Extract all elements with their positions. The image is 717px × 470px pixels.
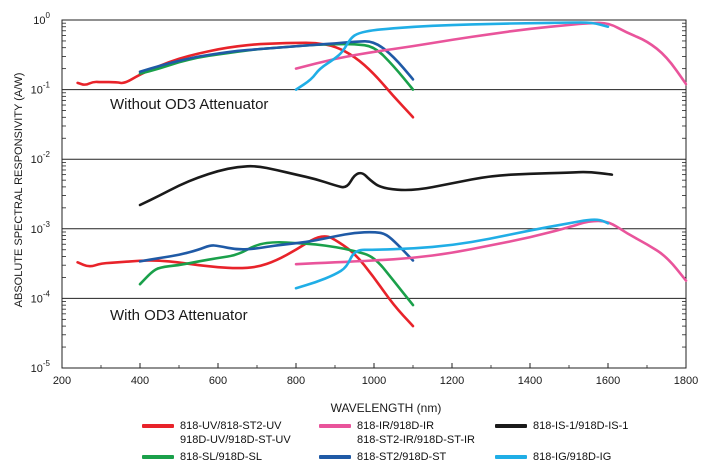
y-tick-label: 10-3 — [31, 220, 51, 236]
series-line-9 — [294, 219, 688, 282]
x-tick-label: 1000 — [362, 375, 386, 387]
y-tick-label: 10-4 — [31, 289, 51, 305]
series-line-7 — [138, 240, 415, 307]
series-layer — [76, 21, 688, 328]
series-line-3 — [294, 21, 688, 86]
y-tick-label: 100 — [33, 11, 50, 27]
x-tick-label: 1200 — [440, 375, 464, 387]
series-line-5 — [138, 164, 614, 207]
series-line-0 — [76, 41, 415, 119]
x-tick-label: 1600 — [596, 375, 620, 387]
ticks-layer: 10-5 10-4 10-3 10-2 10-1 100 200 400 600 800 1000 1… — [31, 11, 699, 387]
x-tick-label: 800 — [287, 375, 305, 387]
y-axis-label: ABSOLUTE SPECTRAL RESPONSIVITY (A/W) — [13, 73, 25, 308]
x-axis-label: WAVELENGTH (nm) — [331, 401, 442, 415]
grid-layer — [62, 89, 686, 299]
series-line-4 — [294, 21, 610, 91]
series-line-8 — [138, 230, 415, 263]
y-tick-label: 10-2 — [31, 150, 51, 166]
labels-layer: ABSOLUTE SPECTRAL RESPONSIVITY (A/W) WAV… — [13, 73, 441, 415]
series-line-6 — [76, 235, 415, 328]
x-tick-label: 200 — [53, 375, 71, 387]
annotation-with-od3: With OD3 Attenuator — [110, 307, 248, 324]
y-tick-label: 10-1 — [31, 81, 51, 97]
x-tick-label: 400 — [131, 375, 149, 387]
x-tick-label: 1800 — [674, 375, 698, 387]
y-tick-label: 10-5 — [31, 359, 51, 375]
series-line-10 — [294, 218, 610, 290]
annotation-without-od3: Without OD3 Attenuator — [110, 96, 268, 113]
series-line-2 — [138, 39, 415, 81]
x-tick-label: 1400 — [518, 375, 542, 387]
x-tick-label: 600 — [209, 375, 227, 387]
